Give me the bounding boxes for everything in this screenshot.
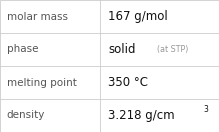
Text: 167 g/mol: 167 g/mol bbox=[108, 10, 168, 23]
Text: (at STP): (at STP) bbox=[157, 45, 188, 54]
Text: molar mass: molar mass bbox=[7, 11, 68, 22]
Text: melting point: melting point bbox=[7, 77, 76, 88]
Text: 350 °C: 350 °C bbox=[108, 76, 148, 89]
Text: phase: phase bbox=[7, 44, 38, 55]
Text: 3.218 g/cm: 3.218 g/cm bbox=[108, 109, 175, 122]
Text: density: density bbox=[7, 110, 45, 121]
Text: solid: solid bbox=[108, 43, 136, 56]
Text: 3: 3 bbox=[204, 105, 208, 114]
